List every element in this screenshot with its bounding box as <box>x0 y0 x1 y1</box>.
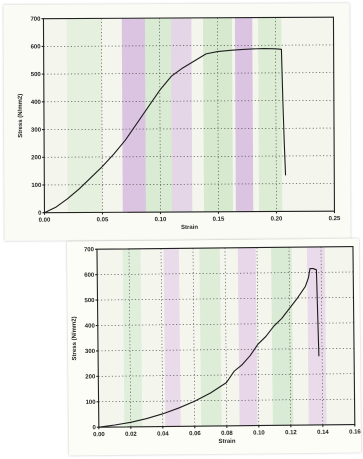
chart-0-y-tick-label: 0 <box>38 211 42 217</box>
chart-1-x-tick-label: 0.10 <box>253 430 265 436</box>
chart-0-y-tick-label: 100 <box>31 183 42 189</box>
chart-0-plot-frame <box>42 16 336 214</box>
chart-1-x-tick-label: 0.00 <box>93 432 105 438</box>
chart-1-y-axis-label: Stress (N/mm2) <box>72 316 78 360</box>
chart-0-y-tick-label: 400 <box>31 100 42 106</box>
bottom-chart-photo: 0.00 0.02 0.04 0.06 0.08 0.10 0.12 0.14 0.16 0 100… <box>66 238 361 456</box>
chart-1-y-tick-label: 600 <box>84 273 95 279</box>
chart-1-tint-band <box>122 248 143 427</box>
chart-1-tint-band <box>237 247 258 426</box>
top-stress-strain-chart: 0.00 0.05 0.10 0.15 0.20 0.25 0 100 200 300 400 500… <box>18 16 341 231</box>
chart-0-y-tick-label: 300 <box>31 128 42 134</box>
chart-0-grid-line-y <box>43 100 334 103</box>
chart-1-y-tick-label: 400 <box>85 324 96 330</box>
chart-0-grid-line-y <box>43 72 334 75</box>
chart-0-tint-band <box>202 17 233 212</box>
chart-0-tint-band <box>171 17 193 213</box>
chart-0-grid-line-y <box>44 127 335 130</box>
chart-0-y-tick-label: 600 <box>31 44 42 50</box>
chart-1-grid-line-x <box>320 246 324 425</box>
chart-1-y-tick-label: 500 <box>84 298 95 304</box>
chart-1-x-tick-label: 0.08 <box>221 431 233 437</box>
chart-0-grid-line-y <box>44 183 335 186</box>
chart-1-tint-band <box>271 247 294 426</box>
chart-1-x-tick-label: 0.12 <box>285 430 297 436</box>
chart-0-x-tick-label: 0.05 <box>97 217 109 223</box>
chart-1-grid-line-x <box>224 247 228 426</box>
chart-1-grid-line-x <box>288 247 292 426</box>
chart-1-y-tick-label: 200 <box>85 374 96 380</box>
chart-1-series-line <box>98 268 320 428</box>
chart-0-tint-band <box>144 18 173 213</box>
chart-1-grid <box>97 246 355 427</box>
bottom-stress-strain-chart: 0.00 0.02 0.04 0.06 0.08 0.10 0.12 0.14 0.16 0 100… <box>72 245 361 445</box>
chart-1-y-tick-label: 100 <box>86 400 97 406</box>
chart-0-grid <box>43 17 335 213</box>
chart-1-x-tick-label: 0.06 <box>189 431 201 437</box>
chart-1-grid-line-x <box>192 248 196 427</box>
chart-1-grid-line-x <box>256 247 260 426</box>
chart-0-plot-background <box>43 17 335 213</box>
chart-0-grid-line-y <box>43 44 334 47</box>
chart-1-plot-frame <box>96 245 356 428</box>
chart-0-tint-band <box>234 17 254 212</box>
chart-0-y-tick-label: 200 <box>31 155 42 161</box>
chart-1-tint-band <box>163 248 181 427</box>
chart-1-grid-line-x <box>160 248 164 427</box>
chart-1-x-tick-label: 0.02 <box>125 432 137 438</box>
chart-0-y-tick-label: 700 <box>30 17 41 23</box>
chart-0-x-tick-label: 0.15 <box>213 217 225 223</box>
chart-0-tint-band <box>121 18 146 213</box>
chart-1-grid-line-x <box>128 248 132 427</box>
chart-1-x-axis-label: Strain <box>218 439 235 445</box>
chart-1-tint-band <box>199 247 222 427</box>
chart-0-y-axis-label: Stress (N/mm2) <box>18 94 24 138</box>
chart-1-y-tick-label: 0 <box>92 425 96 431</box>
chart-1-y-tick-label: 300 <box>85 349 96 355</box>
chart-1-x-tick-label: 0.14 <box>317 430 329 436</box>
chart-0-x-tick-label: 0.20 <box>271 216 283 222</box>
chart-1-x-tick-label: 0.16 <box>349 429 361 435</box>
chart-0-tint-band <box>258 17 283 212</box>
chart-0-x-tick-label: 0.10 <box>155 217 167 223</box>
top-chart-photo: 0.00 0.05 0.10 0.15 0.20 0.25 0 100 200 300 400 500… <box>3 3 351 241</box>
chart-0-grid-line-y <box>44 155 335 158</box>
chart-1-y-tick-label: 700 <box>84 247 95 253</box>
chart-0-x-tick-label: 0.25 <box>329 216 341 222</box>
chart-0-x-tick-label: 0.00 <box>39 218 51 224</box>
chart-0-tint-band <box>66 18 103 213</box>
chart-1-x-tick-label: 0.04 <box>157 431 169 437</box>
chart-0-series-line <box>44 48 287 214</box>
chart-0-y-tick-label: 500 <box>31 72 42 78</box>
chart-0-x-axis-label: Strain <box>181 225 198 231</box>
